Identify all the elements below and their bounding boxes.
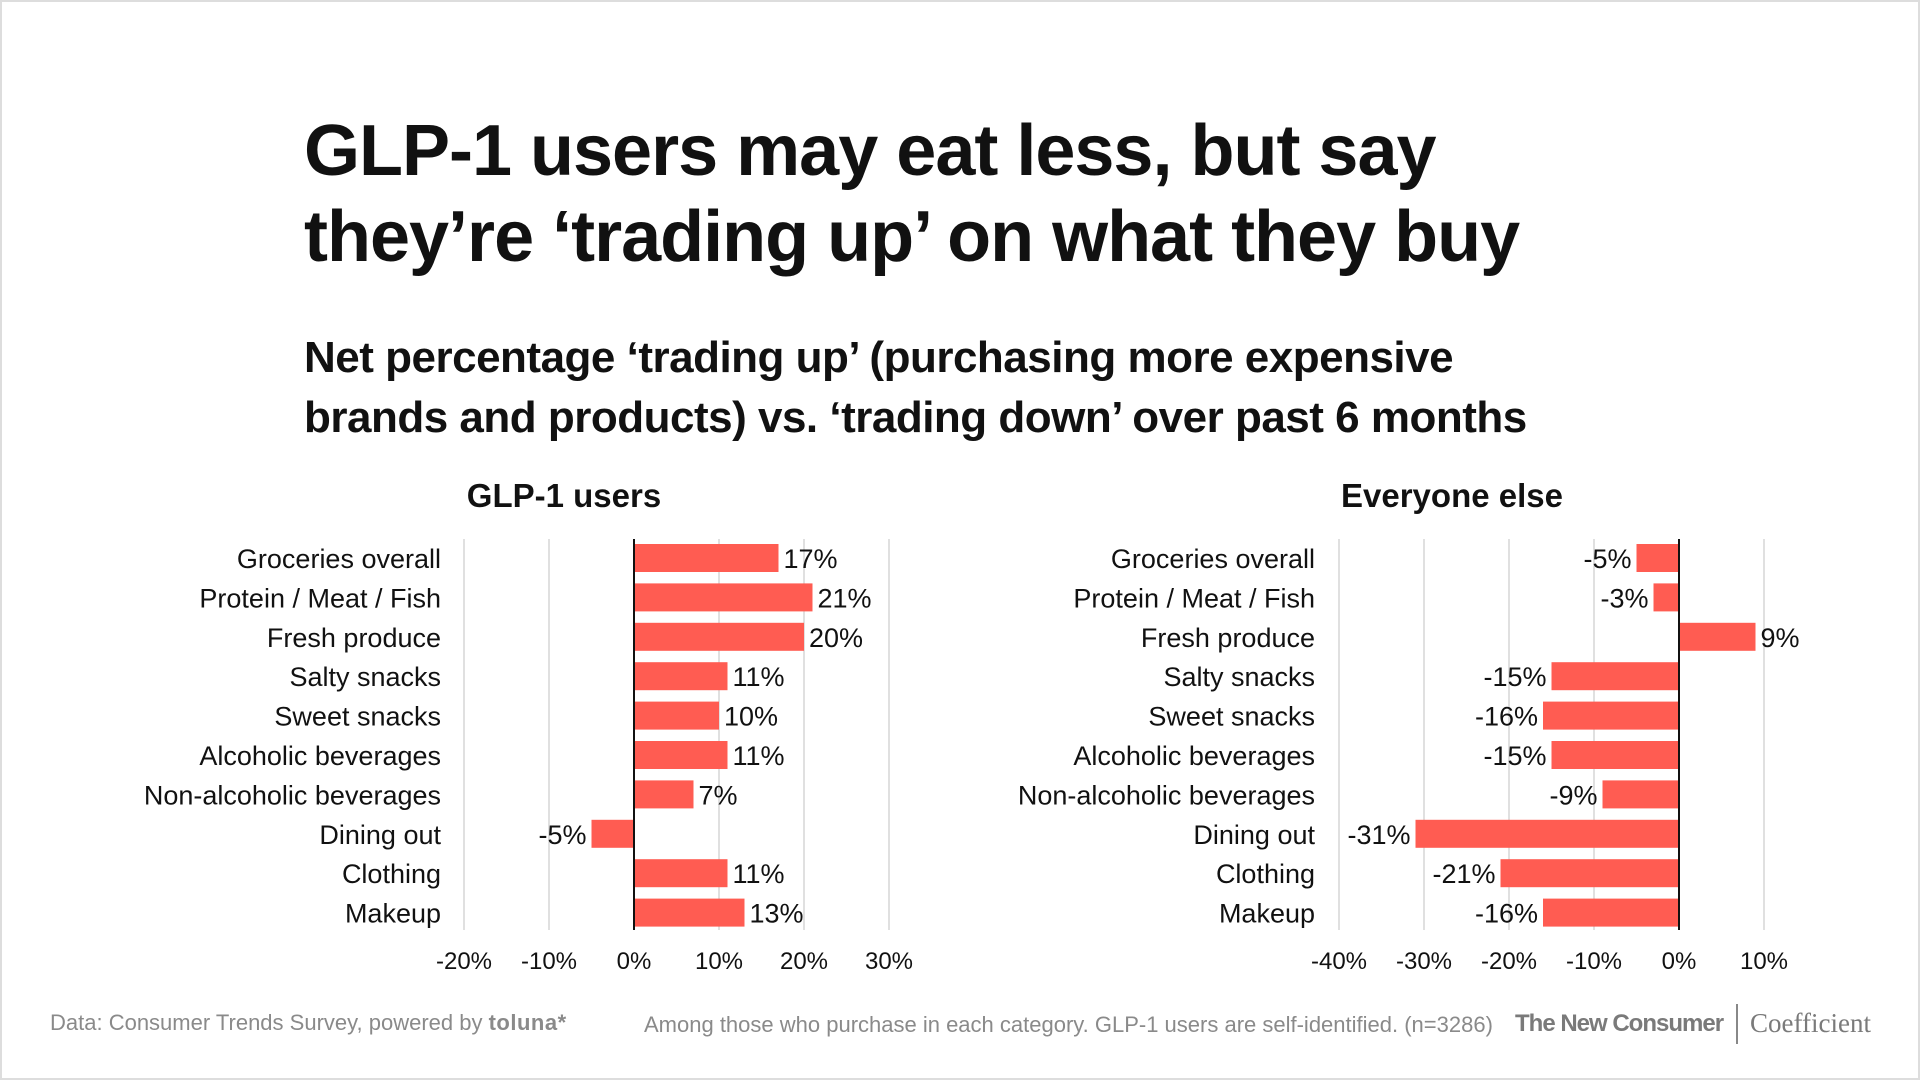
data-label: 11% (733, 859, 785, 889)
category-label: Dining out (1193, 820, 1315, 850)
category-label: Fresh produce (267, 623, 441, 653)
tick-label: -10% (1566, 948, 1622, 975)
data-label: 11% (733, 741, 785, 771)
logo-divider (1736, 1004, 1738, 1044)
bar (1543, 898, 1679, 927)
panel-title: GLP-1 users (467, 477, 661, 514)
bar (1551, 662, 1679, 691)
tick-label: 30% (865, 948, 913, 975)
category-label: Clothing (342, 859, 441, 889)
bar (1602, 780, 1679, 809)
data-label: 13% (750, 899, 804, 929)
bar (1543, 701, 1679, 730)
bar (1653, 583, 1679, 612)
data-label: -16% (1475, 702, 1538, 732)
data-label: -5% (1583, 544, 1631, 574)
toluna-logo: toluna* (488, 1010, 567, 1035)
data-label: 17% (784, 544, 838, 574)
data-label: -15% (1483, 741, 1546, 771)
bar (634, 741, 728, 769)
category-label: Non-alcoholic beverages (144, 780, 441, 810)
bar (1636, 544, 1679, 572)
data-label: 7% (699, 780, 738, 810)
data-label: -9% (1549, 780, 1597, 810)
subtitle-line: Net percentage ‘trading up’ (purchasing … (304, 333, 1454, 382)
bar (1500, 859, 1679, 888)
category-label: Groceries overall (237, 544, 441, 574)
title-line: they’re ‘trading up’ on what they buy (304, 197, 1520, 277)
new-consumer-logo: The New Consumer (1515, 1010, 1724, 1037)
category-label: Makeup (345, 899, 441, 929)
tick-label: -10% (521, 948, 577, 975)
category-label: Alcoholic beverages (1073, 741, 1315, 771)
subtitle-line: brands and products) vs. ‘trading down’ … (304, 393, 1527, 442)
chart-subtitle: Net percentage ‘trading up’ (purchasing … (304, 328, 1527, 448)
data-label: -21% (1432, 859, 1495, 889)
tick-label: -20% (1481, 948, 1537, 975)
category-label: Groceries overall (1111, 544, 1315, 574)
data-label: -31% (1347, 820, 1410, 850)
source-note: Data: Consumer Trends Survey, powered by… (50, 1010, 567, 1036)
bar (634, 544, 779, 572)
tick-label: -40% (1311, 948, 1367, 975)
tick-label: 0% (1662, 948, 1697, 975)
data-label: -5% (538, 820, 586, 850)
data-label: -15% (1483, 662, 1546, 692)
bar (634, 701, 719, 730)
data-label: 20% (809, 623, 863, 653)
data-label: -3% (1600, 583, 1648, 613)
bar (634, 780, 694, 809)
tick-label: 10% (1740, 948, 1788, 975)
tick-label: -20% (436, 948, 492, 975)
bar (1551, 741, 1679, 769)
title-line: GLP-1 users may eat less, but say (304, 111, 1437, 191)
category-label: Makeup (1219, 899, 1315, 929)
category-label: Sweet snacks (1148, 702, 1315, 732)
bar (634, 859, 728, 888)
bar (1415, 819, 1679, 848)
category-label: Alcoholic beverages (199, 741, 441, 771)
category-label: Clothing (1216, 859, 1315, 889)
category-label: Salty snacks (289, 662, 441, 692)
category-label: Fresh produce (1141, 623, 1315, 653)
category-label: Dining out (319, 820, 441, 850)
source-text: Data: Consumer Trends Survey, powered by (50, 1010, 489, 1035)
category-label: Sweet snacks (274, 702, 441, 732)
data-label: 11% (733, 662, 785, 692)
category-label: Salty snacks (1163, 662, 1315, 692)
category-label: Protein / Meat / Fish (1073, 583, 1315, 613)
tick-label: -30% (1396, 948, 1452, 975)
methodology-note: Among those who purchase in each categor… (644, 1012, 1493, 1037)
chart-title: GLP-1 users may eat less, but say they’r… (304, 108, 1520, 280)
bar (634, 622, 804, 651)
bar (1679, 622, 1756, 651)
bar (591, 819, 634, 848)
data-label: 21% (818, 583, 872, 613)
bar (634, 583, 813, 612)
category-label: Non-alcoholic beverages (1018, 780, 1315, 810)
tick-label: 0% (617, 948, 652, 975)
data-label: 9% (1761, 623, 1800, 653)
coefficient-logo: Coefficient (1750, 1008, 1871, 1038)
data-label: -16% (1475, 899, 1538, 929)
category-label: Protein / Meat / Fish (199, 583, 441, 613)
bar (634, 662, 728, 691)
data-label: 10% (724, 702, 778, 732)
tick-label: 20% (780, 948, 828, 975)
tick-label: 10% (695, 948, 743, 975)
bar (634, 898, 745, 927)
panel-title: Everyone else (1341, 477, 1563, 514)
